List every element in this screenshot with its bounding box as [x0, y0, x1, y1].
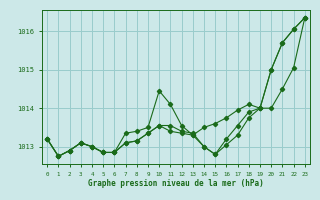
X-axis label: Graphe pression niveau de la mer (hPa): Graphe pression niveau de la mer (hPa): [88, 179, 264, 188]
